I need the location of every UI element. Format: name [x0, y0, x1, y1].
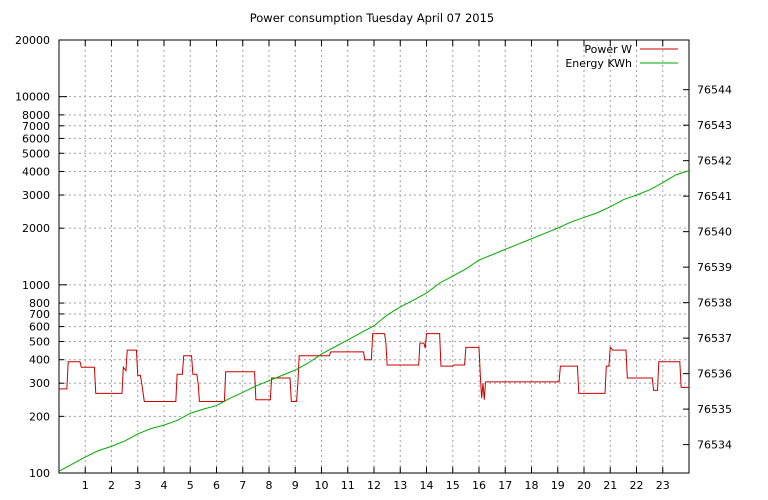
y-tick-label: 500 [29, 335, 50, 348]
x-tick-label: 14 [420, 479, 434, 492]
x-tick-label: 11 [341, 479, 355, 492]
legend-label: Energy KWh [565, 57, 632, 70]
y-tick-label: 8000 [22, 109, 50, 122]
chart-title: Power consumption Tuesday April 07 2015 [250, 11, 494, 25]
x-tick-label: 16 [472, 479, 486, 492]
x-tick-label: 4 [161, 479, 168, 492]
x-tick-label: 12 [367, 479, 381, 492]
y-tick-label: 200 [29, 410, 50, 423]
series-line-power-w [59, 333, 689, 402]
series-line-energy-kwh [58, 170, 690, 472]
grid [59, 40, 689, 473]
x-tick-label: 7 [239, 479, 246, 492]
x-tick-label: 20 [577, 479, 591, 492]
y-tick-label: 20000 [15, 34, 50, 47]
y2-tick-label: 76541 [697, 190, 732, 203]
y-tick-label: 2000 [22, 222, 50, 235]
y-tick-label: 100 [29, 467, 50, 480]
y-tick-label: 800 [29, 297, 50, 310]
y2-tick-label: 76544 [697, 84, 732, 97]
x-tick-label: 6 [213, 479, 220, 492]
x-tick-label: 1 [82, 479, 89, 492]
y-tick-label: 700 [29, 308, 50, 321]
x-tick-label: 22 [630, 479, 644, 492]
x-tick-label: 3 [134, 479, 141, 492]
x-tick-label: 19 [551, 479, 565, 492]
x-tick-label: 5 [187, 479, 194, 492]
x-tick-label: 17 [498, 479, 512, 492]
y-tick-label: 1000 [22, 279, 50, 292]
y-tick-label: 10000 [15, 91, 50, 104]
y2-tick-label: 76538 [697, 297, 732, 310]
x-tick-label: 9 [292, 479, 299, 492]
legend-label: Power W [584, 43, 632, 56]
x-tick-label: 8 [266, 479, 273, 492]
y2-tick-label: 76535 [697, 403, 732, 416]
y-tick-label: 400 [29, 354, 50, 367]
axes: 1 2 3 4 5 6 7 8 9 10 11 12 13 14 15 16 17 18 19 20 21 22 23100… [15, 34, 732, 492]
y-tick-label: 600 [29, 321, 50, 334]
y-tick-label: 5000 [22, 147, 50, 160]
y2-tick-label: 76534 [697, 439, 732, 452]
x-tick-label: 13 [393, 479, 407, 492]
x-tick-label: 2 [108, 479, 115, 492]
y-tick-label: 6000 [22, 132, 50, 145]
x-tick-label: 23 [656, 479, 670, 492]
y2-tick-label: 76543 [697, 119, 732, 132]
y-tick-label: 3000 [22, 189, 50, 202]
y2-tick-label: 76537 [697, 332, 732, 345]
x-tick-label: 21 [603, 479, 617, 492]
x-tick-label: 10 [315, 479, 329, 492]
y2-tick-label: 76539 [697, 261, 732, 274]
y-tick-label: 4000 [22, 166, 50, 179]
x-tick-label: 18 [525, 479, 539, 492]
y-tick-label: 300 [29, 377, 50, 390]
x-tick-label: 15 [446, 479, 460, 492]
y-tick-label: 7000 [22, 120, 50, 133]
y2-tick-label: 76542 [697, 155, 732, 168]
series [58, 170, 690, 472]
y2-tick-label: 76540 [697, 226, 732, 239]
y2-tick-label: 76536 [697, 368, 732, 381]
plot-border [58, 39, 690, 474]
